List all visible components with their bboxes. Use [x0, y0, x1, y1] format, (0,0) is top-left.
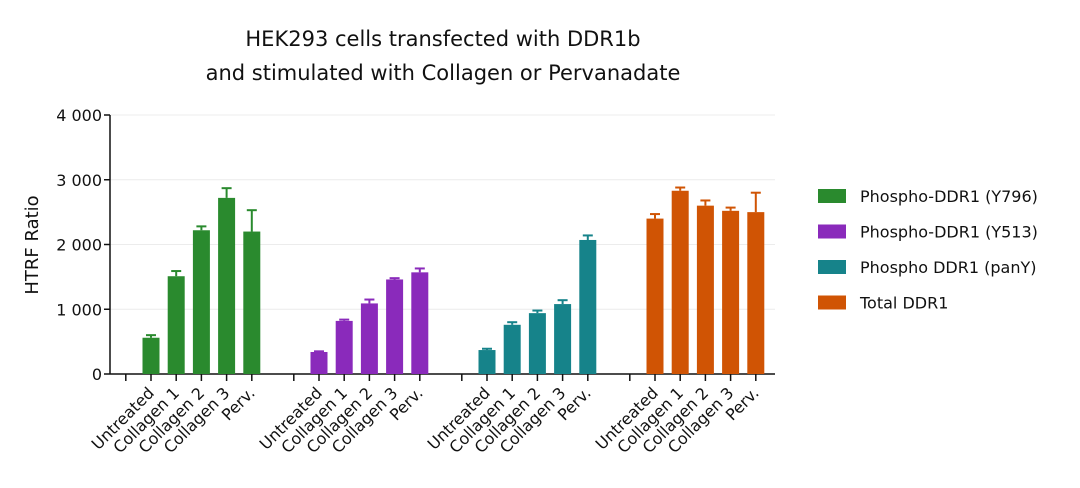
chart-title: HEK293 cells transfected with DDR1b [245, 27, 640, 51]
bar [696, 205, 714, 374]
bar [722, 210, 740, 374]
bar [411, 272, 429, 374]
bar [747, 212, 765, 374]
legend-label: Phospho-DDR1 (Y513) [860, 223, 1038, 242]
y-tick-label: 1 000 [56, 300, 102, 319]
bar [142, 337, 160, 374]
bar [671, 190, 689, 374]
legend-label: Phospho DDR1 (panY) [860, 258, 1036, 277]
legend-swatch [818, 189, 846, 203]
bar [360, 303, 378, 374]
bar [554, 304, 572, 374]
legend-label: Total DDR1 [859, 294, 948, 313]
bar [528, 313, 546, 374]
legend-swatch [818, 224, 846, 239]
legend-swatch [818, 295, 846, 310]
bar [478, 350, 496, 374]
y-tick-label: 3 000 [56, 171, 102, 190]
legend-swatch [818, 260, 846, 274]
chart-title: and stimulated with Collagen or Pervanad… [206, 61, 681, 85]
bar [167, 276, 185, 374]
legend-label: Phospho-DDR1 (Y796) [860, 187, 1038, 206]
bar [579, 239, 597, 374]
bar [218, 197, 236, 374]
y-axis-label: HTRF Ratio [22, 195, 43, 294]
bar [503, 324, 521, 374]
bar [335, 320, 353, 374]
y-tick-label: 4 000 [56, 106, 102, 125]
bar [192, 230, 210, 374]
y-tick-label: 2 000 [56, 236, 102, 255]
bar [646, 218, 664, 374]
y-tick-label: 0 [92, 365, 102, 384]
bar [386, 279, 404, 374]
bar [243, 231, 261, 374]
bar [310, 351, 328, 374]
